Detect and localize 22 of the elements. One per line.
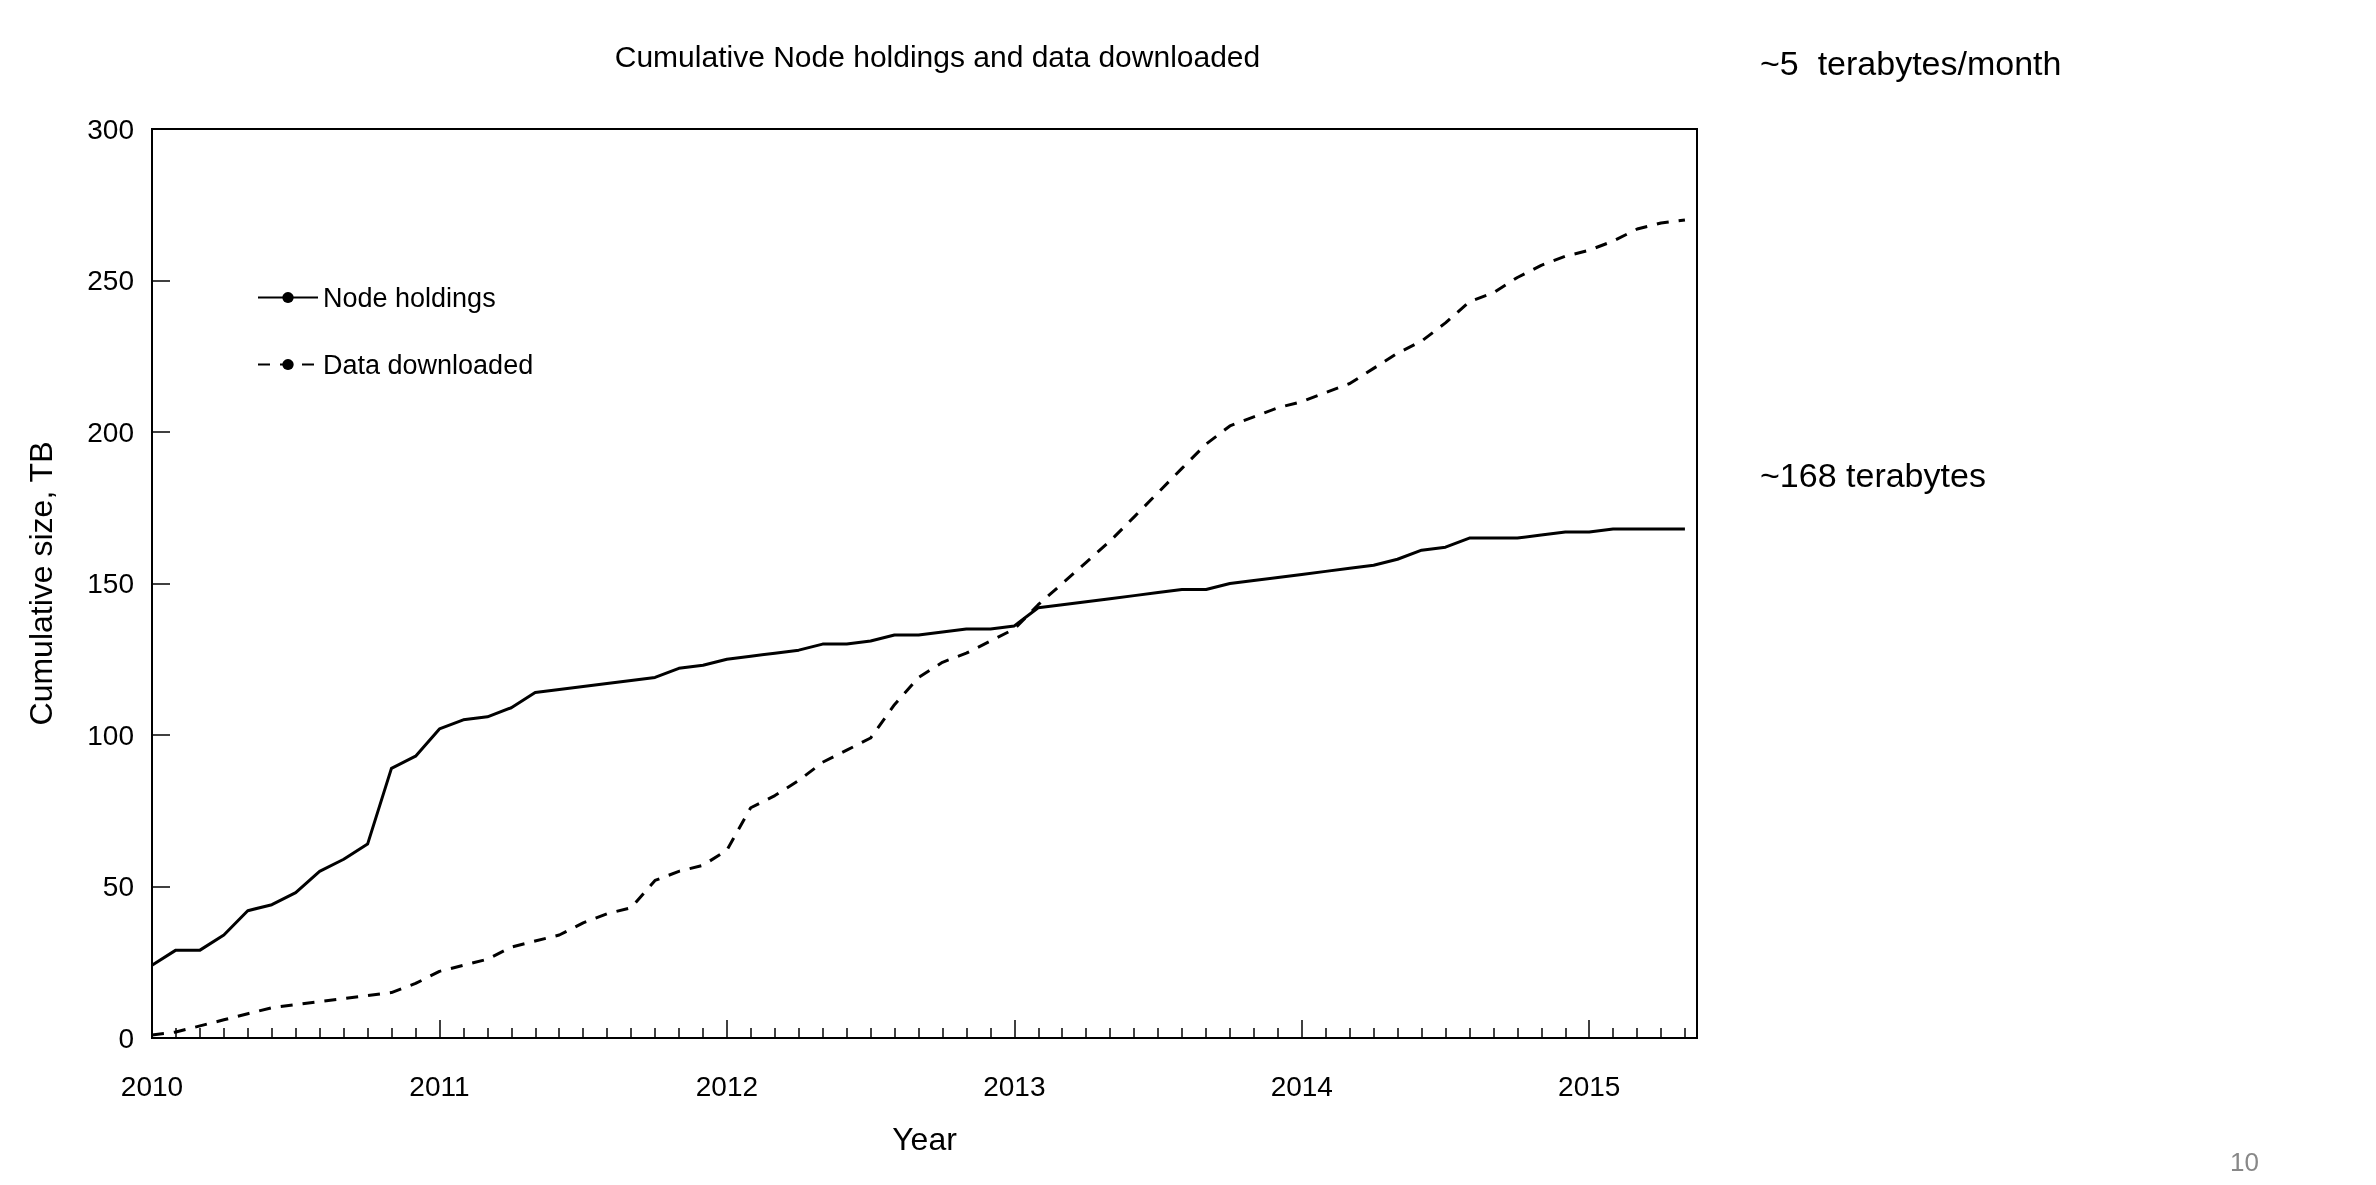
x-tick-label: 2012: [695, 1070, 759, 1102]
legend-label: Data downloaded: [323, 349, 534, 380]
x-tick-label: 2013: [983, 1070, 1046, 1102]
legend-label: Node holdings: [323, 282, 496, 313]
y-tick-label: 250: [87, 265, 134, 296]
y-tick-label: 50: [102, 871, 134, 902]
y-tick-label: 300: [87, 113, 134, 145]
x-axis-title: Year: [892, 1121, 958, 1157]
x-tick-label: 2015: [1558, 1070, 1621, 1102]
y-axis-title: Cumulative size, TB: [23, 441, 59, 726]
chart-title: Cumulative Node holdings and data downloaded: [614, 39, 1261, 73]
x-tick-label: 2014: [1270, 1070, 1333, 1102]
x-tick-label: 2010: [120, 1070, 184, 1102]
y-tick-label: 100: [87, 719, 134, 751]
y-tick-label: 0: [118, 1022, 134, 1054]
x-tick-label: 2011: [409, 1070, 470, 1102]
y-tick-label: 150: [87, 568, 134, 599]
line-series: [150, 218, 1687, 1037]
text: ~168 terabytes: [1760, 456, 1986, 494]
text: 10: [2230, 1147, 2259, 1177]
text: ~5 terabytes/month: [1760, 44, 2062, 82]
y-tick-label: 200: [87, 416, 134, 448]
